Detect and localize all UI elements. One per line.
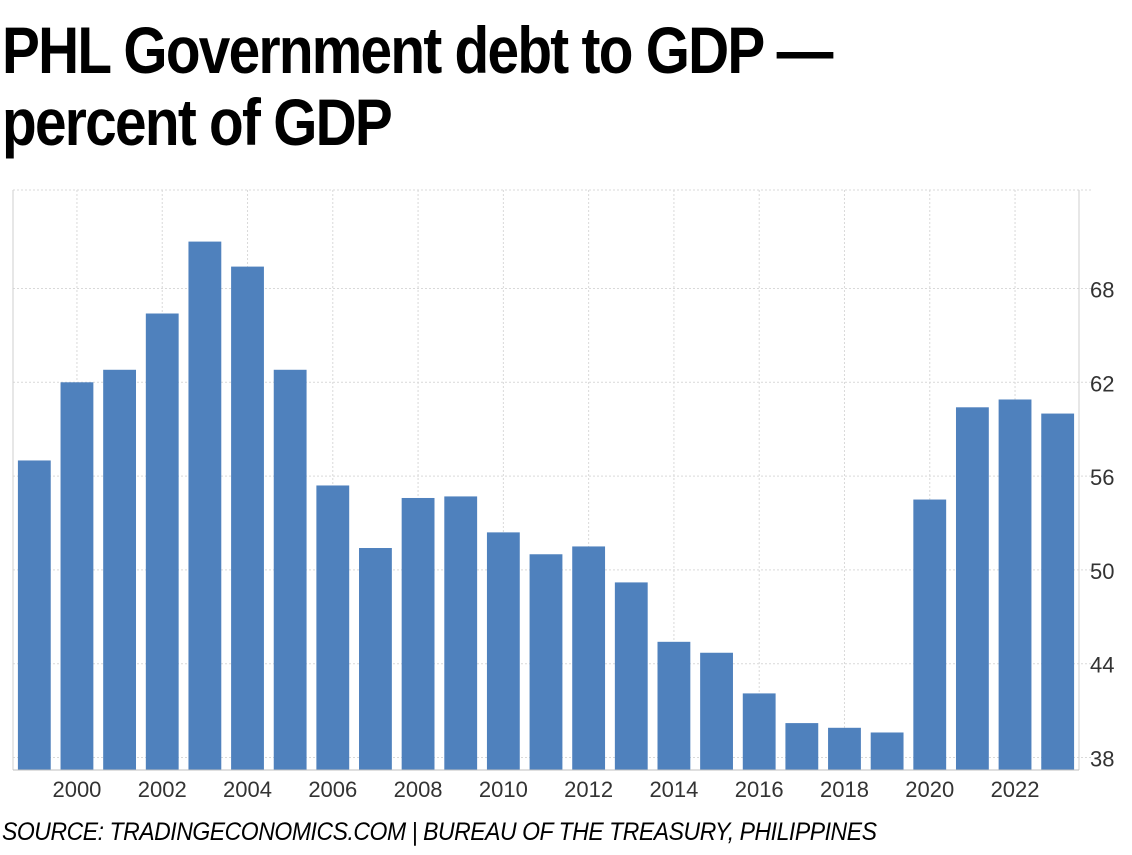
x-tick-label: 2000	[52, 777, 101, 802]
bar-2003	[188, 241, 222, 771]
bar-2020	[913, 499, 947, 770]
bar-2014	[657, 641, 691, 770]
bar-2018	[828, 727, 861, 770]
x-tick-label: 2008	[394, 777, 443, 802]
bar-2012	[572, 546, 606, 770]
bar-2019	[870, 732, 904, 770]
y-tick-label: 44	[1090, 653, 1114, 678]
bar-2016	[742, 693, 776, 770]
bar-2011	[529, 554, 563, 770]
x-tick-label: 2006	[308, 777, 357, 802]
x-axis-ticks: 2000 2002 2004 2006 2008 2010 2012 2014 2016 2018…	[52, 777, 1039, 802]
bar-2007	[359, 548, 392, 770]
plot-frame	[12, 190, 1080, 771]
x-tick-label: 2010	[479, 777, 528, 802]
y-tick-label: 50	[1090, 559, 1114, 584]
x-tick-label: 2016	[735, 777, 784, 802]
bar-2017	[785, 723, 819, 770]
x-tick-label: 2018	[820, 777, 869, 802]
bar-2022	[998, 399, 1032, 770]
bar-chart: 38 44 50 56 62 68 2000 2002 2004 2006 2008 2010 201…	[12, 189, 1114, 802]
bar-1999	[17, 460, 51, 770]
title-line-2: percent of GDP	[2, 85, 393, 159]
x-tick-label: 2004	[223, 777, 272, 802]
bar-2015	[700, 652, 733, 770]
x-tick-label: 2014	[649, 777, 698, 802]
bar-2001	[103, 369, 137, 770]
bar-2005	[273, 369, 307, 770]
x-tick-label: 2012	[564, 777, 613, 802]
source-note: SOURCE: TRADINGECONOMICS.COM | BUREAU OF…	[2, 818, 877, 846]
bar-2013	[614, 582, 648, 770]
x-tick-label: 2022	[991, 777, 1040, 802]
bar-2023	[1041, 413, 1075, 770]
bar-2008	[401, 497, 435, 770]
bars	[17, 241, 1075, 771]
y-tick-label: 56	[1090, 465, 1114, 490]
x-tick-label: 2002	[138, 777, 187, 802]
y-tick-label: 38	[1090, 746, 1114, 771]
bar-2002	[145, 313, 179, 770]
chart-title: PHL Government debt to GDP — percent of …	[2, 14, 965, 158]
bar-2010	[486, 532, 520, 770]
y-tick-label: 62	[1090, 371, 1114, 396]
bar-2009	[444, 496, 478, 770]
y-axis-ticks: 38 44 50 56 62 68	[1090, 277, 1114, 771]
title-line-1: PHL Government debt to GDP —	[2, 13, 833, 87]
bar-2006	[316, 485, 350, 770]
bar-2021	[955, 407, 989, 770]
x-tick-label: 2020	[905, 777, 954, 802]
bar-2000	[60, 382, 94, 770]
y-tick-label: 68	[1090, 277, 1114, 302]
bar-2004	[231, 266, 264, 770]
